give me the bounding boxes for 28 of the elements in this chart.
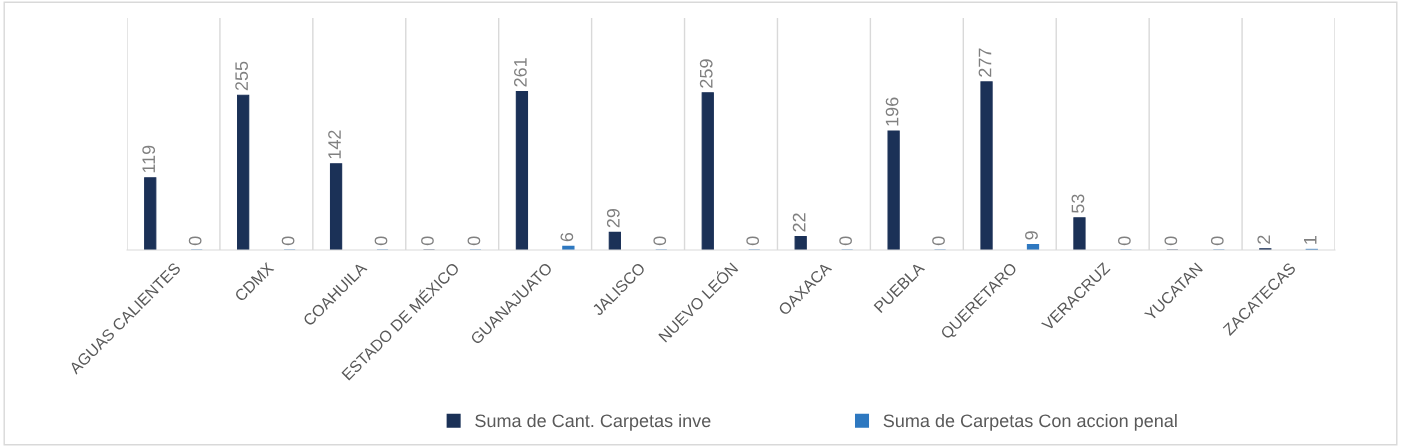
data-label: 142	[328, 130, 341, 159]
legend-label: Suma de Carpetas Con accion penal	[883, 413, 1177, 431]
data-label: 255	[235, 61, 248, 91]
data-label: 22	[792, 213, 806, 232]
data-label: 0	[374, 236, 388, 246]
data-label: 0	[1117, 236, 1131, 246]
data-label: 261	[513, 58, 527, 87]
data-label: 0	[1164, 236, 1178, 246]
data-label: 0	[746, 236, 760, 246]
data-label: 0	[281, 236, 295, 246]
data-label: 0	[653, 236, 667, 246]
data-label: 6	[560, 232, 574, 242]
data-label: 2	[1257, 235, 1270, 244]
legend-label: Suma de Cant. Carpetas inve	[475, 413, 711, 431]
data-label: 0	[467, 236, 481, 246]
data-label: 0	[188, 236, 202, 246]
data-label: 196	[885, 97, 899, 126]
data-label: 29	[606, 209, 620, 228]
data-label: 1	[1304, 236, 1317, 244]
data-label: 0	[839, 236, 852, 246]
data-label: 0	[1210, 236, 1224, 246]
data-label: 277	[978, 48, 992, 77]
data-label: 0	[421, 236, 434, 246]
data-label: 0	[932, 236, 945, 246]
data-label: 53	[1071, 194, 1085, 213]
data-label: 259	[699, 59, 713, 88]
data-label: 119	[142, 145, 156, 173]
data-label: 9	[1025, 231, 1038, 240]
